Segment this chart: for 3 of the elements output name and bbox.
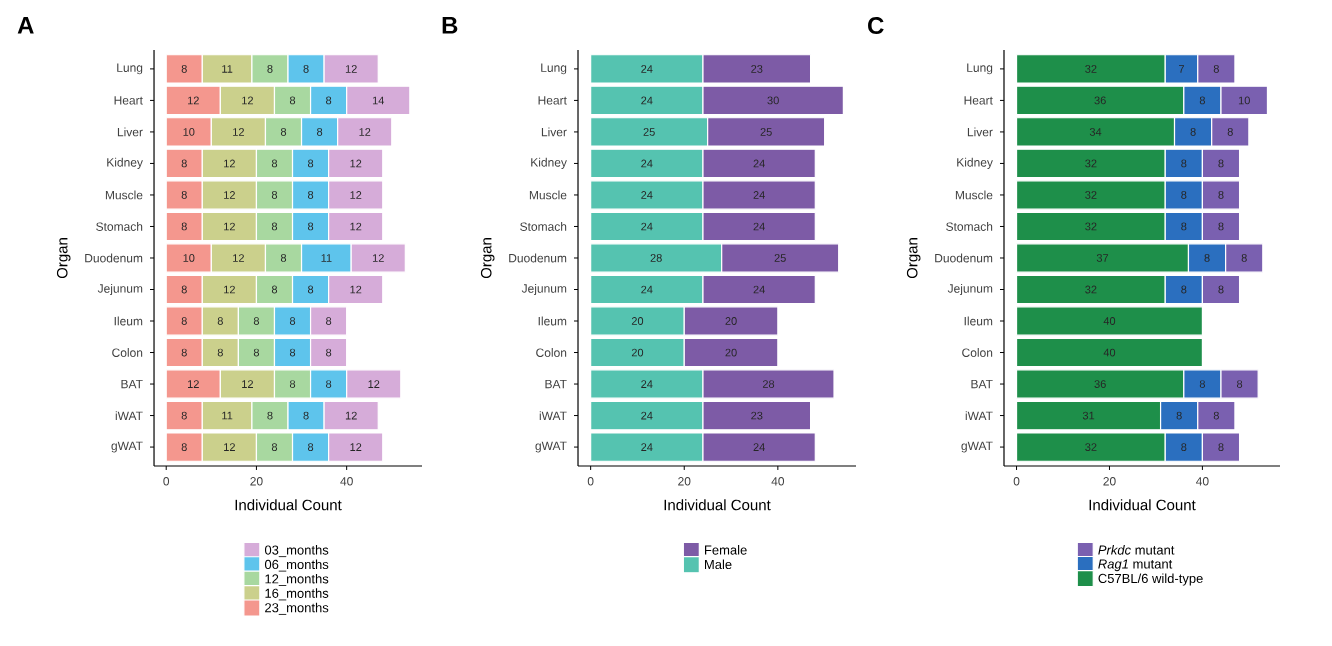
chart-title: C — [868, 17, 884, 35]
chart-title: B — [442, 17, 458, 34]
chart-title: A — [17, 17, 34, 34]
